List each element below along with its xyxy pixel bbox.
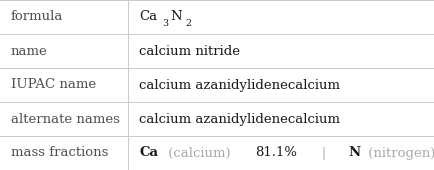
Text: (nitrogen): (nitrogen) [363, 147, 434, 159]
Text: |: | [309, 147, 339, 159]
Text: mass fractions: mass fractions [11, 147, 108, 159]
Text: calcium azanidylidenecalcium: calcium azanidylidenecalcium [139, 113, 339, 125]
Text: (calcium): (calcium) [163, 147, 234, 159]
Text: IUPAC name: IUPAC name [11, 79, 96, 91]
Text: Ca: Ca [139, 147, 158, 159]
Text: 81.1%: 81.1% [255, 147, 296, 159]
Text: calcium azanidylidenecalcium: calcium azanidylidenecalcium [139, 79, 339, 91]
Text: calcium nitride: calcium nitride [139, 45, 240, 57]
Text: alternate names: alternate names [11, 113, 119, 125]
Text: N: N [347, 147, 359, 159]
Text: 3: 3 [162, 19, 168, 28]
Text: 2: 2 [185, 19, 191, 28]
Text: formula: formula [11, 11, 63, 23]
Text: N: N [170, 11, 182, 23]
Text: name: name [11, 45, 47, 57]
Text: Ca: Ca [139, 11, 157, 23]
